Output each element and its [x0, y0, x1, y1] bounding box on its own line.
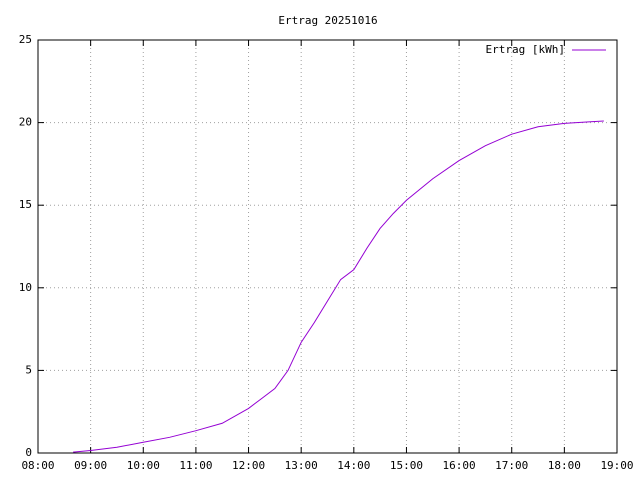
y-tick-label: 25	[19, 33, 32, 46]
x-tick-label: 15:00	[390, 459, 423, 472]
plot-frame	[37, 39, 618, 454]
chart-title: Ertrag 20251016	[278, 14, 377, 27]
x-tick-label: 14:00	[337, 459, 370, 472]
x-tick-label: 08:00	[21, 459, 54, 472]
data-line	[73, 120, 604, 453]
y-tick-label: 15	[19, 198, 32, 211]
y-tick-label: 5	[25, 363, 32, 376]
y-tick-label: 0	[25, 446, 32, 459]
x-tick-label: 13:00	[285, 459, 318, 472]
x-tick-label: 17:00	[495, 459, 528, 472]
x-tick-label: 11:00	[179, 459, 212, 472]
x-tick-label: 18:00	[548, 459, 581, 472]
x-tick-label: 12:00	[232, 459, 265, 472]
x-tick-label: 10:00	[127, 459, 160, 472]
x-tick-label: 19:00	[600, 459, 633, 472]
legend-label: Ertrag [kWh]	[486, 43, 565, 56]
y-tick-label: 20	[19, 116, 32, 129]
x-tick-label: 16:00	[443, 459, 476, 472]
x-tick-label: 09:00	[74, 459, 107, 472]
y-tick-label: 10	[19, 281, 32, 294]
